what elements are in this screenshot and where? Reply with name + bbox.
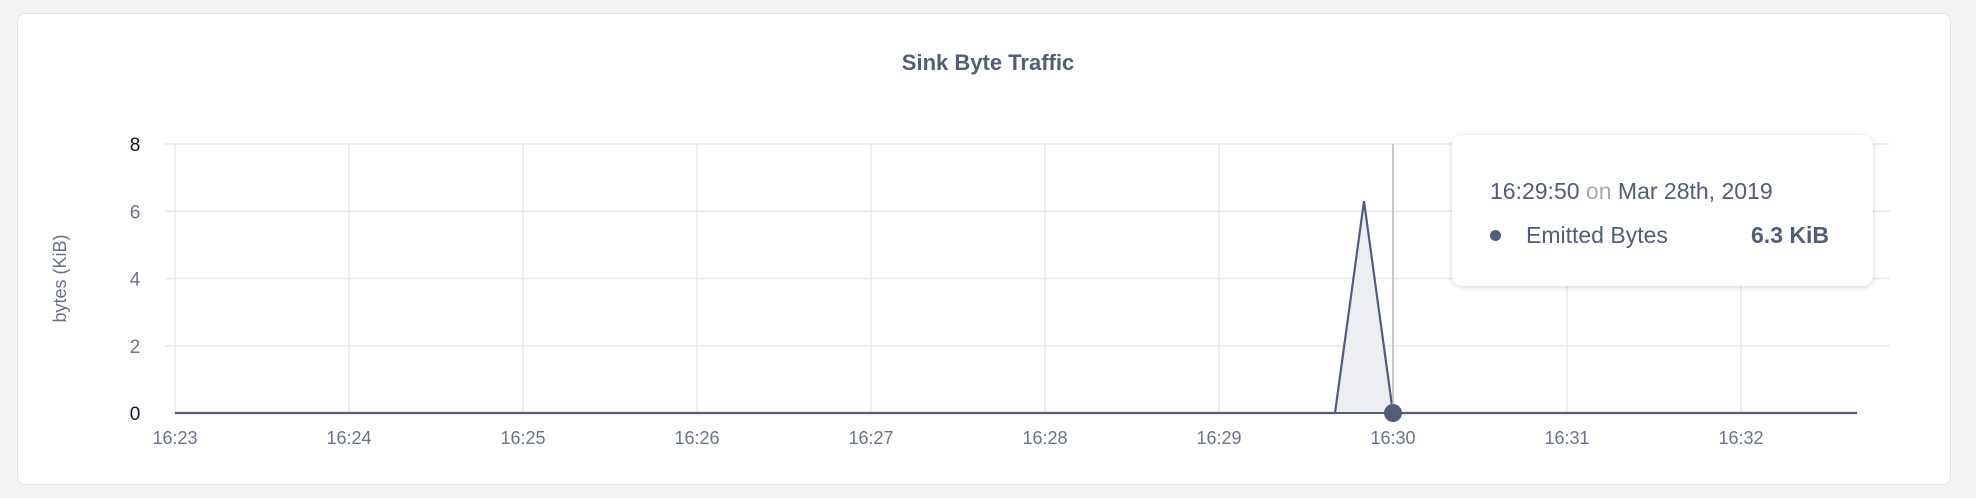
x-tick-label: 16:29 <box>1196 428 1241 448</box>
x-tick-label: 16:26 <box>674 428 719 448</box>
x-tick-label: 16:23 <box>152 428 197 448</box>
y-tick-label: 2 <box>130 337 141 358</box>
y-tick-label: 4 <box>130 270 141 291</box>
x-tick-label: 16:27 <box>848 428 893 448</box>
y-axis-label: bytes (KiB) <box>50 234 70 322</box>
y-tick-label: 0 <box>130 404 141 425</box>
x-axis-line <box>175 412 1857 414</box>
tooltip-time: 16:29:50 <box>1490 178 1580 204</box>
series-dot-icon <box>1490 230 1501 241</box>
tooltip-series-name: Emitted Bytes <box>1526 222 1668 248</box>
chart-tooltip: 16:29:50 on Mar 28th, 2019 Emitted Bytes… <box>1452 135 1873 286</box>
tooltip-value: 6.3 KiB <box>1751 222 1829 248</box>
x-tick-label: 16:32 <box>1718 428 1763 448</box>
tooltip-series-row: Emitted Bytes 6.3 KiB <box>1490 222 1873 249</box>
tooltip-on: on <box>1585 178 1612 204</box>
x-tick-label: 16:25 <box>500 428 545 448</box>
chart-title: Sink Byte Traffic <box>901 50 1075 75</box>
y-tick-label: 8 <box>130 135 141 156</box>
x-tick-label: 16:24 <box>326 428 371 448</box>
x-tick-label: 16:30 <box>1370 428 1415 448</box>
tooltip-timestamp: 16:29:50 on Mar 28th, 2019 <box>1490 178 1873 205</box>
y-tick-label: 6 <box>130 202 141 223</box>
tooltip-date: Mar 28th, 2019 <box>1617 178 1773 204</box>
x-tick-label: 16:31 <box>1544 428 1589 448</box>
x-tick-label: 16:28 <box>1022 428 1067 448</box>
